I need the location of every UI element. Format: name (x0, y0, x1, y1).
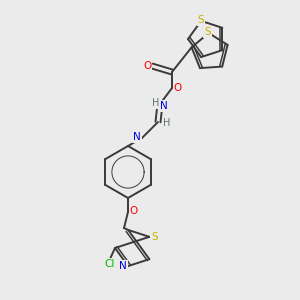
Text: N: N (160, 101, 168, 111)
Text: H: H (152, 98, 160, 108)
Text: N: N (133, 132, 141, 142)
Text: O: O (143, 61, 151, 71)
Text: S: S (151, 232, 158, 242)
Text: O: O (130, 206, 138, 216)
Text: O: O (174, 83, 182, 93)
Text: N: N (119, 261, 127, 271)
Text: H: H (163, 118, 171, 128)
Text: Cl: Cl (105, 259, 115, 269)
Text: S: S (198, 15, 204, 25)
Text: S: S (204, 27, 211, 37)
